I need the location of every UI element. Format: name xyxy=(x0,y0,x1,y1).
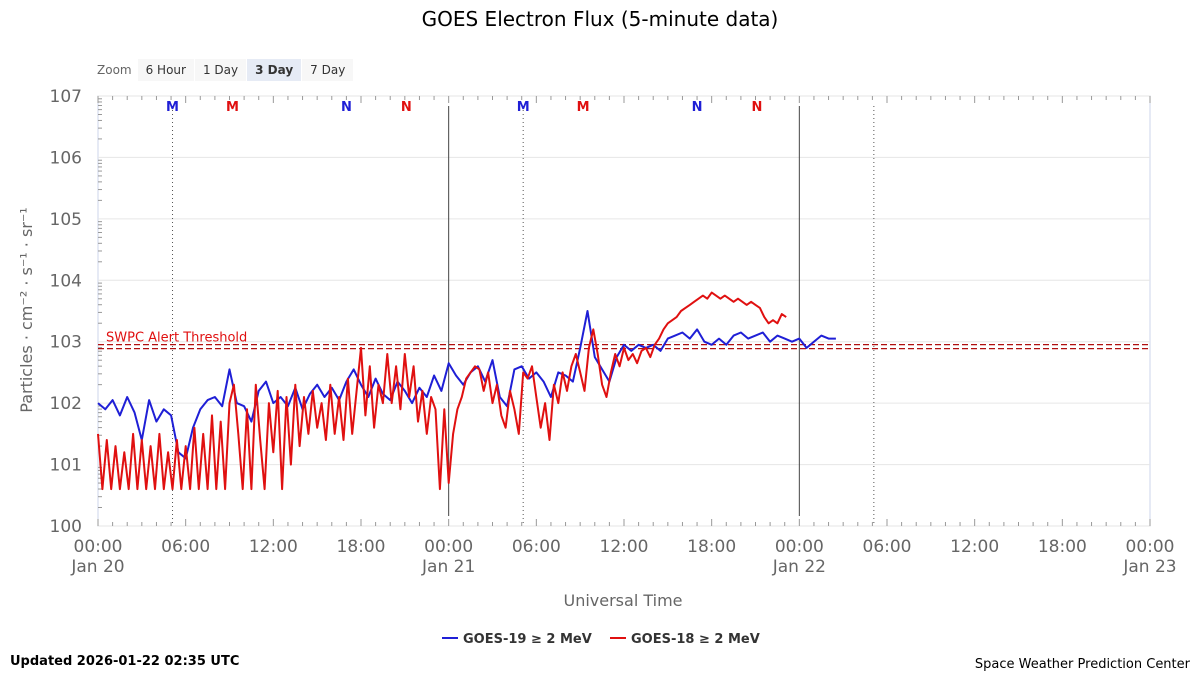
x-tick-label: 18:00 xyxy=(337,537,386,557)
credit-text: Space Weather Prediction Center xyxy=(974,657,1190,672)
x-tick-label: 06:00 xyxy=(863,537,912,557)
y-axis-label: Particles · cm⁻² · s⁻¹ · sr⁻¹ xyxy=(17,207,36,412)
marker-label: M xyxy=(517,100,530,115)
updated-timestamp: Updated 2026-01-22 02:35 UTC xyxy=(10,654,240,669)
x-tick-label: 18:00 xyxy=(687,537,736,557)
series-line-goes18 xyxy=(97,291,787,491)
marker-label: M xyxy=(166,100,179,115)
x-tick-label: 00:00 xyxy=(74,537,123,557)
y-tick-label: 101 xyxy=(50,456,82,476)
y-tick-label: 104 xyxy=(50,271,82,291)
zoom-1day-button[interactable]: 1 Day xyxy=(194,59,247,81)
x-axis-label: Universal Time xyxy=(563,591,682,610)
x-tick-date-label: Jan 21 xyxy=(421,557,475,577)
x-tick-date-label: Jan 23 xyxy=(1122,557,1176,577)
chart-title: GOES Electron Flux (5-minute data) xyxy=(422,7,779,31)
marker-label: M xyxy=(577,100,590,115)
x-tick-label: 12:00 xyxy=(600,537,649,557)
plot-border xyxy=(97,95,1151,527)
marker-label: N xyxy=(401,100,412,115)
x-tick-label: 12:00 xyxy=(950,537,999,557)
x-tick-label: 12:00 xyxy=(249,537,298,557)
x-tick-label: 00:00 xyxy=(1126,537,1175,557)
x-tick-date-label: Jan 22 xyxy=(772,557,826,577)
zoom-label: Zoom xyxy=(97,63,132,77)
legend: GOES-19 ≥ 2 MeV GOES-18 ≥ 2 MeV xyxy=(442,632,760,647)
y-tick-label: 105 xyxy=(50,210,82,230)
y-tick-label: 100 xyxy=(50,517,82,537)
x-tick-label: 00:00 xyxy=(424,537,473,557)
x-tick-label: 00:00 xyxy=(775,537,824,557)
marker-label: N xyxy=(692,100,703,115)
y-tick-label: 106 xyxy=(50,148,82,168)
x-tick-date-label: Jan 20 xyxy=(70,557,124,577)
y-tick-label: 103 xyxy=(50,333,82,353)
marker-label: N xyxy=(341,100,352,115)
zoom-6hour-button[interactable]: 6 Hour xyxy=(137,59,194,81)
legend-label: GOES-18 ≥ 2 MeV xyxy=(631,632,760,647)
zoom-bar: Zoom 6 Hour 1 Day 3 Day 7 Day xyxy=(93,58,354,82)
y-tick-label: 102 xyxy=(50,394,82,414)
zoom-7day-button[interactable]: 7 Day xyxy=(302,59,354,81)
legend-label: GOES-19 ≥ 2 MeV xyxy=(463,632,592,647)
marker-label: M xyxy=(226,100,239,115)
marker-label: N xyxy=(752,100,763,115)
zoom-3day-button[interactable]: 3 Day xyxy=(247,59,302,81)
threshold-label: SWPC Alert Threshold xyxy=(106,331,247,346)
x-tick-label: 18:00 xyxy=(1038,537,1087,557)
x-tick-label: 06:00 xyxy=(512,537,561,557)
y-tick-label: 107 xyxy=(50,87,82,107)
x-tick-label: 06:00 xyxy=(161,537,210,557)
